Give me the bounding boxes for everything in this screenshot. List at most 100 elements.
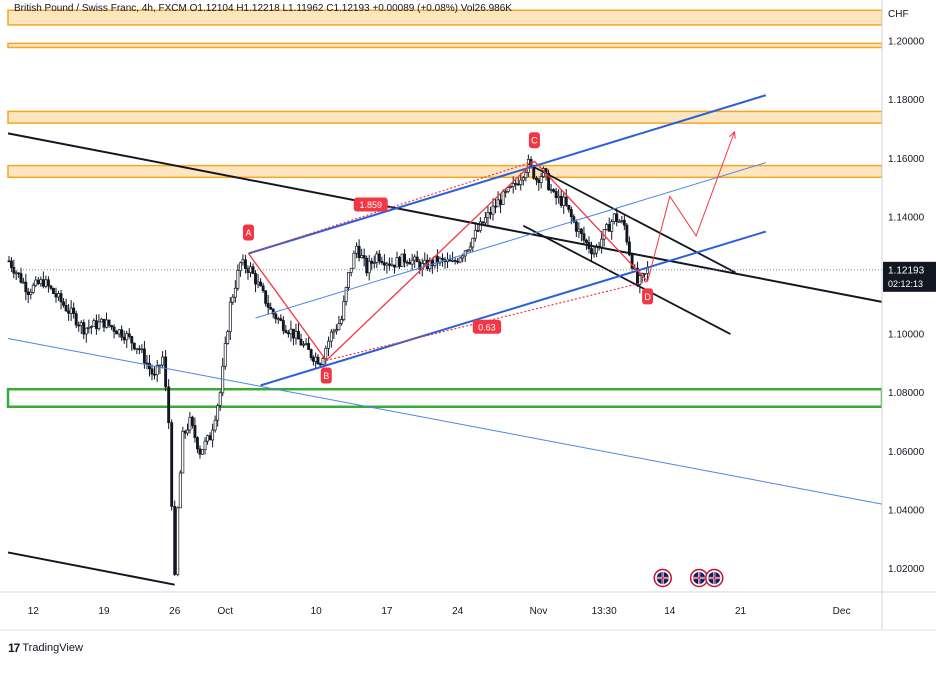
candle: [307, 343, 311, 350]
pattern-ratio-label[interactable]: 1.859: [353, 197, 388, 212]
candle: [153, 373, 156, 376]
event-flag-icon[interactable]: GB: [705, 568, 724, 588]
candle: [617, 221, 621, 223]
candle: [423, 259, 427, 265]
candle: [375, 253, 379, 263]
candle: [84, 327, 88, 335]
candle: [302, 343, 305, 346]
pattern-point-label: B: [323, 371, 329, 381]
last-price-value: 1.12193: [888, 265, 925, 276]
candle: [395, 257, 399, 268]
candle: [135, 348, 139, 350]
candle: [216, 405, 220, 421]
candle: [89, 326, 93, 328]
candle: [552, 189, 556, 192]
candle: [64, 305, 68, 312]
pattern-leg-ab[interactable]: [247, 253, 327, 361]
y-tick-label: 1.04000: [888, 505, 925, 516]
candle: [489, 212, 492, 215]
candle: [377, 253, 381, 262]
black-trendline-upper[interactable]: [7, 132, 883, 303]
candle: [567, 204, 571, 210]
candle: [193, 425, 197, 438]
candle: [9, 260, 13, 268]
candle: [491, 205, 495, 215]
candle: [511, 183, 515, 187]
candle: [294, 330, 298, 339]
event-flag-icon[interactable]: GB: [653, 568, 672, 588]
candle: [274, 313, 278, 320]
pattern-point-b[interactable]: B: [320, 367, 332, 384]
candle: [554, 191, 558, 199]
pattern-point-c[interactable]: C: [528, 132, 540, 149]
candle: [456, 260, 460, 263]
candle: [514, 183, 518, 185]
candle: [196, 437, 199, 450]
candle: [393, 264, 396, 268]
pattern-point-a[interactable]: A: [242, 224, 254, 241]
pattern-point-d[interactable]: D: [642, 288, 654, 305]
zone-1[interactable]: [7, 42, 883, 49]
candle: [385, 263, 389, 266]
candle: [261, 285, 265, 292]
projection-path[interactable]: [647, 131, 735, 282]
candle: [102, 318, 106, 328]
blue-long-descending[interactable]: [7, 338, 883, 505]
candle: [12, 267, 16, 274]
symbol-header: British Pound / Swiss Franc, 4h, FXCM O1…: [14, 3, 512, 14]
candle: [226, 331, 230, 344]
candle: [569, 209, 573, 218]
tradingview-logo[interactable]: 17 TradingView: [8, 641, 83, 655]
currency-label: CHF: [888, 9, 909, 20]
candle: [355, 245, 359, 254]
candle: [52, 287, 55, 295]
x-tick-label: Nov: [530, 606, 548, 617]
candle: [223, 343, 227, 367]
candle: [387, 263, 391, 266]
candle: [468, 246, 472, 251]
candle: [318, 363, 322, 366]
candle: [524, 172, 528, 179]
candle: [148, 363, 151, 370]
candle: [405, 261, 409, 264]
candle: [362, 255, 366, 259]
candle: [615, 213, 619, 222]
zone-2[interactable]: [7, 110, 883, 124]
candle: [612, 213, 616, 222]
candle: [7, 260, 11, 263]
candle: [29, 291, 33, 295]
candle: [382, 262, 386, 266]
symbol-title: British Pound / Swiss Franc, 4h, FXCM: [14, 3, 187, 14]
pattern-point-badge: [242, 224, 254, 241]
black-trendline-lower[interactable]: [7, 551, 175, 586]
candle: [155, 365, 159, 376]
event-flag-icon[interactable]: GB: [689, 568, 709, 588]
candle: [14, 272, 18, 275]
candle: [97, 321, 101, 329]
candle: [314, 356, 318, 362]
pattern-point-badge: [320, 367, 332, 384]
blue-channel-mid[interactable]: [255, 162, 766, 319]
candle: [499, 199, 503, 205]
candle: [183, 430, 187, 434]
candle: [142, 348, 146, 364]
last-price-tag[interactable]: 1.12193 02:12:13: [883, 261, 936, 292]
candle: [206, 435, 210, 442]
candle: [398, 257, 401, 267]
black-falling-wedge-top[interactable]: [527, 163, 736, 274]
candle: [483, 217, 487, 224]
black-falling-wedge-bottom[interactable]: [522, 224, 731, 335]
blue-channel-bottom[interactable]: [260, 230, 767, 387]
pattern-leg-cd[interactable]: [533, 160, 649, 282]
candle: [316, 356, 320, 365]
candle: [41, 279, 45, 287]
blue-channel-top[interactable]: [248, 94, 767, 255]
candle: [607, 224, 611, 232]
pattern-ratio-label[interactable]: 0.63: [472, 319, 502, 334]
candle: [188, 416, 192, 431]
x-tick-label: 26: [169, 606, 181, 617]
pattern-leg-bc[interactable]: [325, 160, 535, 361]
last-price-tag-bg: [883, 261, 936, 292]
